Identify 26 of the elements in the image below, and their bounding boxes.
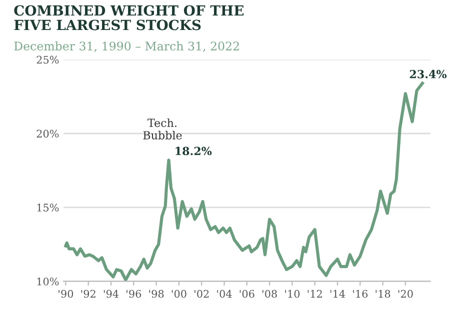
chart-title: COMBINED WEIGHT OF THE FIVE LARGEST STOCKS — [14, 5, 244, 30]
y-tick-label: 25% — [36, 56, 59, 64]
y-tick-label: 10% — [37, 278, 59, 286]
x-tick-label: '18 — [376, 290, 390, 298]
line-series — [64, 82, 424, 282]
x-tick-label: '02 — [194, 290, 209, 298]
x-tick-label: '94 — [104, 290, 119, 298]
x-tick-label: '12 — [308, 290, 322, 298]
x-tick-label: '16 — [353, 290, 368, 298]
x-tick-label: '20 — [398, 290, 413, 298]
x-tick-label: '00 — [172, 290, 186, 298]
chart-subtitle: December 31, 1990 – March 31, 2022 — [14, 41, 239, 52]
x-tick-label: '08 — [262, 290, 277, 298]
x-tick-label: '04 — [217, 290, 232, 298]
x-tick-label: '10 — [285, 290, 300, 298]
x-tick-label: '90 — [58, 290, 74, 298]
x-tick-label: '98 — [149, 290, 164, 298]
annotation: Tech. Bubble — [143, 118, 182, 140]
x-tick-label: '96 — [126, 290, 142, 298]
y-tick-label: 15% — [37, 204, 59, 212]
x-tick-label: '06 — [240, 290, 254, 298]
x-tick-label: '14 — [330, 290, 346, 298]
annotation: 23.4% — [410, 70, 447, 78]
y-tick-label: 20% — [36, 130, 59, 138]
x-tick-label: '92 — [81, 290, 96, 298]
annotation: 18.2% — [176, 146, 212, 156]
